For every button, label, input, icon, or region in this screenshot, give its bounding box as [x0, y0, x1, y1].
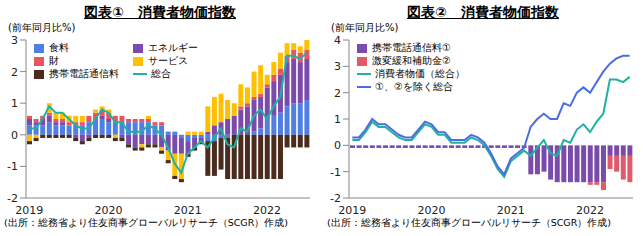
- html-text:食料: 食料: [49, 42, 69, 53]
- html-text:財: 財: [49, 55, 59, 66]
- html-text:(前年同月比%): (前年同月比%): [8, 22, 76, 33]
- svg-text:3: 3: [11, 34, 18, 47]
- svg-text:4: 4: [334, 34, 341, 47]
- svg-text:0: 0: [334, 139, 341, 152]
- svg-text:2021: 2021: [497, 204, 525, 216]
- html-text:サービス: サービス: [148, 55, 188, 66]
- html-text:(前年同月比%): (前年同月比%): [331, 22, 399, 33]
- svg-text:2: 2: [11, 66, 18, 79]
- svg-text:3: 3: [334, 60, 341, 73]
- svg-text:1: 1: [11, 97, 18, 110]
- svg-text:2021: 2021: [174, 204, 202, 216]
- html-text:消費者物価（総合）: 消費者物価（総合）: [375, 68, 465, 79]
- html-text:(出所：総務省より住友商事グローバルリサーチ（SCGR）作成: (出所：総務省より住友商事グローバルリサーチ（SCGR）作成): [327, 217, 611, 228]
- svg-text:2022: 2022: [576, 204, 604, 216]
- svg-text:2022: 2022: [253, 204, 281, 216]
- svg-text:-2: -2: [330, 192, 341, 205]
- svg-text:2019: 2019: [15, 204, 43, 216]
- html-text:(出所：総務省より住友商事グローバルリサーチ（SCGR）作成: (出所：総務省より住友商事グローバルリサーチ（SCGR）作成): [4, 217, 288, 228]
- svg-text:0: 0: [11, 129, 18, 142]
- svg-text:2019: 2019: [338, 204, 366, 216]
- html-text:図表② 消費者物価指数: 図表② 消費者物価指数: [407, 4, 559, 20]
- html-text:エネルギー: エネルギー: [148, 42, 198, 53]
- html-text:激変緩和補助金②: 激変緩和補助金②: [372, 55, 451, 66]
- html-text:図表① 消費者物価指数: 図表① 消費者物価指数: [84, 4, 236, 20]
- svg-text:-2: -2: [8, 192, 18, 205]
- svg-text:2020: 2020: [95, 204, 123, 216]
- svg-text:2: 2: [334, 87, 341, 100]
- svg-text:-1: -1: [8, 160, 18, 173]
- html-text:①、②を除く総合: ①、②を除く総合: [375, 81, 453, 92]
- svg-text:2020: 2020: [418, 204, 446, 216]
- html-text:総合: 総合: [151, 68, 171, 79]
- html-text:携帯電話通信料: 携帯電話通信料: [49, 68, 119, 79]
- svg-text:1: 1: [334, 113, 341, 126]
- html-text:携帯電話通信料①: 携帯電話通信料①: [372, 42, 451, 53]
- svg-text:-1: -1: [330, 166, 341, 179]
